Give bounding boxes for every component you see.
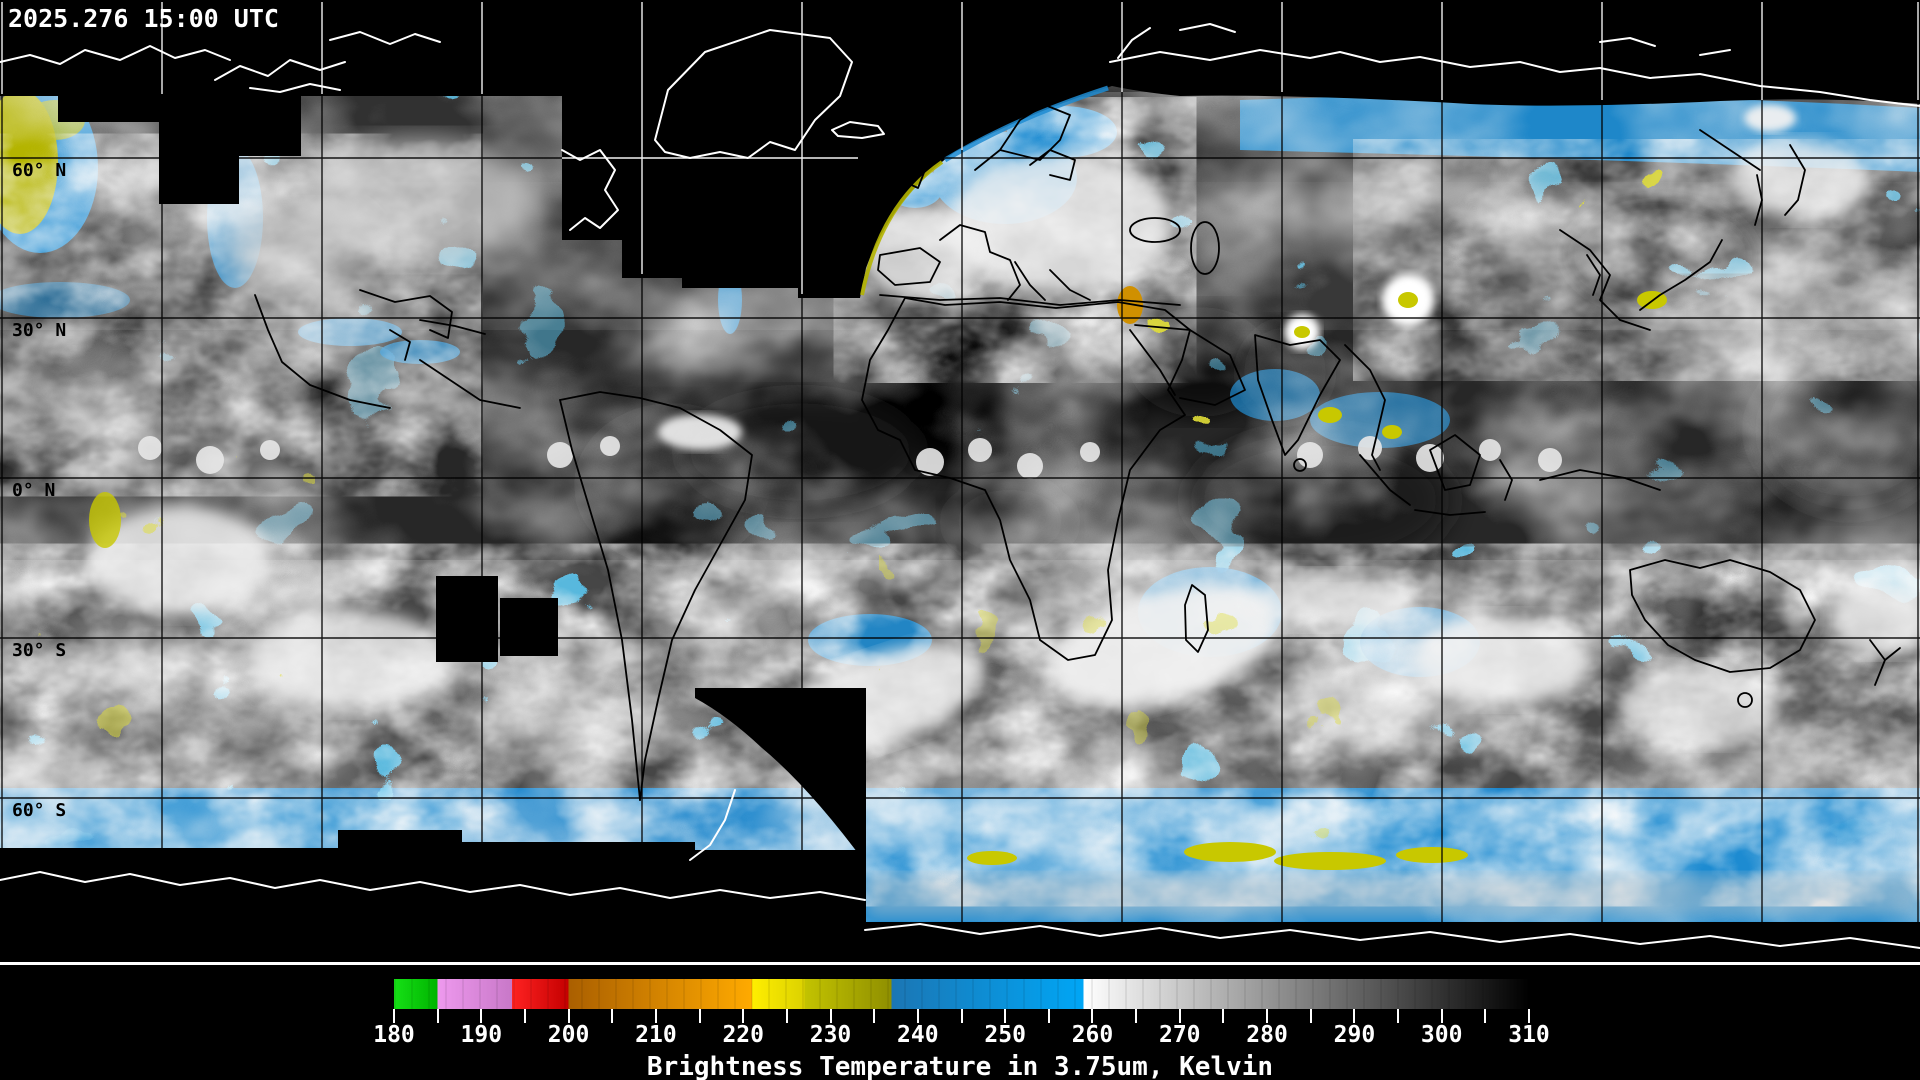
colorbar-steps-overlay [394, 979, 1529, 1009]
colorbar-tick [916, 1009, 919, 1023]
colorbar-tick-label: 300 [1420, 1022, 1463, 1048]
lat-label-30s: 30° S [12, 640, 67, 661]
colorbar-tick [436, 1009, 439, 1023]
lat-label-30n: 30° N [12, 320, 67, 341]
colorbar-tick-labels: 180 190 200 210 220 230 240 250 260 270 280 290 300 3… [373, 1022, 1550, 1048]
colorbar-tick-label: 190 [460, 1022, 503, 1048]
colorbar-tick-label: 210 [635, 1022, 677, 1048]
colorbar-tick [742, 1009, 745, 1023]
colorbar-tick [611, 1009, 614, 1023]
colorbar-tick [1397, 1009, 1400, 1023]
colorbar-tick [785, 1009, 788, 1023]
colorbar-tick-label: 220 [722, 1022, 765, 1048]
colorbar-tick-label: 270 [1158, 1022, 1201, 1048]
colorbar-tick [1440, 1009, 1443, 1023]
colorbar-tick [1178, 1009, 1181, 1023]
lat-label-60n: 60° N [12, 160, 67, 181]
colorbar-tick [873, 1009, 876, 1023]
colorbar-tick [393, 1009, 395, 1023]
colorbar-tick [654, 1009, 657, 1023]
colorbar-tick [1047, 1009, 1050, 1023]
colorbar-tick [698, 1009, 701, 1023]
colorbar-tick [523, 1009, 526, 1023]
colorbar-tick [567, 1009, 570, 1023]
map-bottom-border [0, 962, 1920, 965]
colorbar-tick-label: 180 [373, 1022, 415, 1048]
timestamp-label: 2025.276 15:00 UTC [8, 4, 279, 33]
colorbar-tick-label: 280 [1246, 1022, 1288, 1048]
colorbar-tick-label: 260 [1071, 1022, 1114, 1048]
lat-label-0n: 0° N [12, 480, 56, 501]
colorbar-tick-label: 200 [547, 1022, 590, 1048]
colorbar-ticks [393, 1009, 1530, 1023]
colorbar [394, 979, 1529, 1009]
colorbar-tick [480, 1009, 483, 1023]
colorbar-tick-label: 310 [1508, 1022, 1550, 1048]
colorbar-tick [1222, 1009, 1225, 1023]
colorbar-caption: Brightness Temperature in 3.75um, Kelvin [646, 1052, 1274, 1080]
colorbar-tick [1353, 1009, 1356, 1023]
colorbar-tick [1484, 1009, 1487, 1023]
colorbar-tick [960, 1009, 963, 1023]
colorbar-tick-label: 230 [809, 1022, 852, 1048]
colorbar-tick [1135, 1009, 1138, 1023]
colorbar-tick-label: 290 [1333, 1022, 1376, 1048]
colorbar-tick [1528, 1009, 1530, 1023]
colorbar-tick [1266, 1009, 1269, 1023]
colorbar-tick-label: 240 [897, 1022, 939, 1048]
lat-label-60s: 60° S [12, 800, 67, 821]
colorbar-tick [1309, 1009, 1312, 1023]
colorbar-tick-label: 250 [984, 1022, 1026, 1048]
colorbar-tick [1091, 1009, 1094, 1023]
colorbar-tick [829, 1009, 832, 1023]
colorbar-tick [1004, 1009, 1007, 1023]
satellite-map-image [0, 0, 1920, 958]
